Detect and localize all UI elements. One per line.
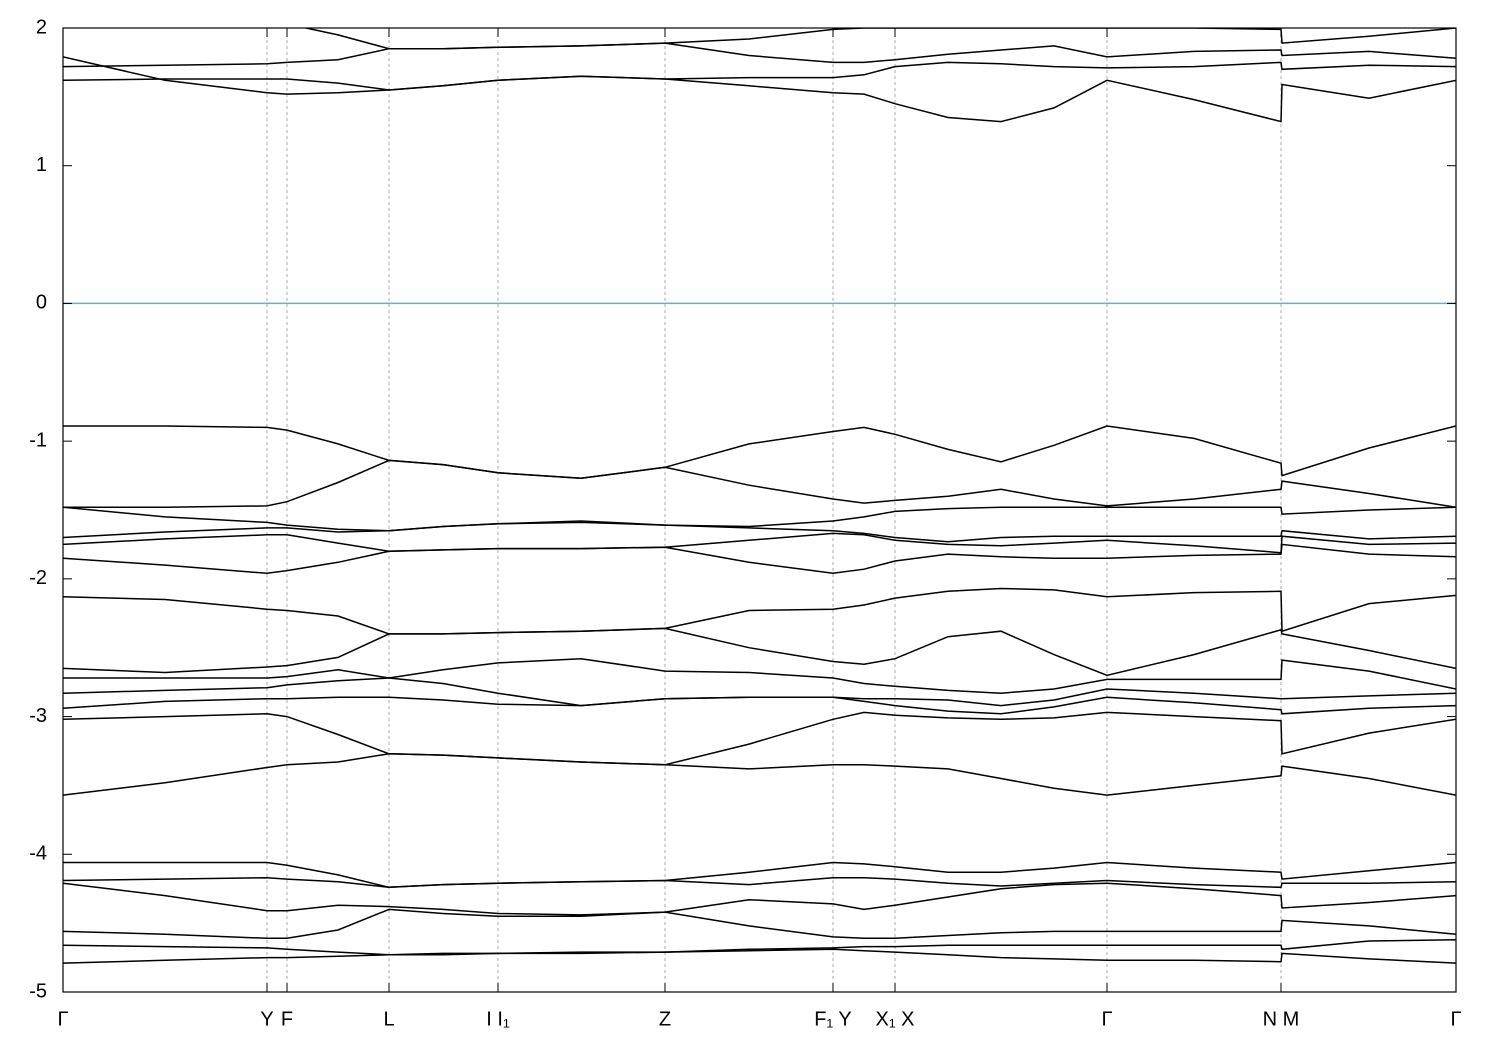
- band-line: [63, 938, 1456, 956]
- bands: [63, 28, 1456, 964]
- x-tick-label: Γ: [1101, 1008, 1112, 1030]
- band-line: [63, 42, 1456, 68]
- band-line: [63, 627, 1456, 677]
- y-tick-label: 2: [36, 16, 47, 38]
- x-tick-label: Γ: [1450, 1008, 1461, 1030]
- grid: [63, 28, 1456, 992]
- band-line: [63, 657, 1456, 694]
- x-tick-label: Γ: [57, 1008, 68, 1030]
- x-tick-label: L: [383, 1008, 394, 1030]
- x-tick-label: F: [281, 1008, 293, 1030]
- band-line: [63, 908, 1456, 940]
- labels: -5 -4 -3 -2 -1 0 1 2 Γ Y F L I I₁ Z F₁ Y X₁ X Γ N M Γ: [29, 16, 1461, 1030]
- band-line: [63, 677, 1456, 707]
- band-line: [302, 28, 1456, 50]
- y-tick-label: -5: [29, 980, 47, 1002]
- band-line: [63, 520, 1456, 543]
- band-line: [63, 425, 1456, 480]
- y-tick-label: -4: [29, 843, 47, 865]
- x-tick-label: Y: [260, 1008, 273, 1030]
- band-line: [63, 506, 1456, 532]
- y-tick-label: 1: [36, 154, 47, 176]
- band-line: [63, 876, 1456, 889]
- band-line: [63, 882, 1456, 916]
- plot-frame: [62, 27, 1457, 993]
- y-tick-label: -1: [29, 429, 47, 451]
- x-tick-label: Z: [659, 1008, 671, 1030]
- band-line: [63, 56, 1456, 95]
- x-tick-label: N M: [1263, 1008, 1300, 1030]
- band-line: [63, 861, 1456, 889]
- band-line: [63, 948, 1456, 964]
- band-line: [63, 711, 1456, 766]
- band-line: [63, 696, 1456, 715]
- band-line: [63, 532, 1456, 554]
- band-line: [63, 587, 1456, 635]
- y-tick-label: -3: [29, 705, 47, 727]
- y-tick-label: 0: [36, 292, 47, 314]
- band-line: [63, 75, 1456, 123]
- x-tick-label: F₁ Y: [814, 1008, 852, 1030]
- band-line: [63, 543, 1456, 575]
- x-tick-label: I I₁: [486, 1008, 510, 1030]
- y-tick-label: -2: [29, 567, 47, 589]
- band-line: [63, 753, 1456, 796]
- x-tick-label: X₁ X: [876, 1008, 915, 1030]
- band-line: [63, 459, 1456, 508]
